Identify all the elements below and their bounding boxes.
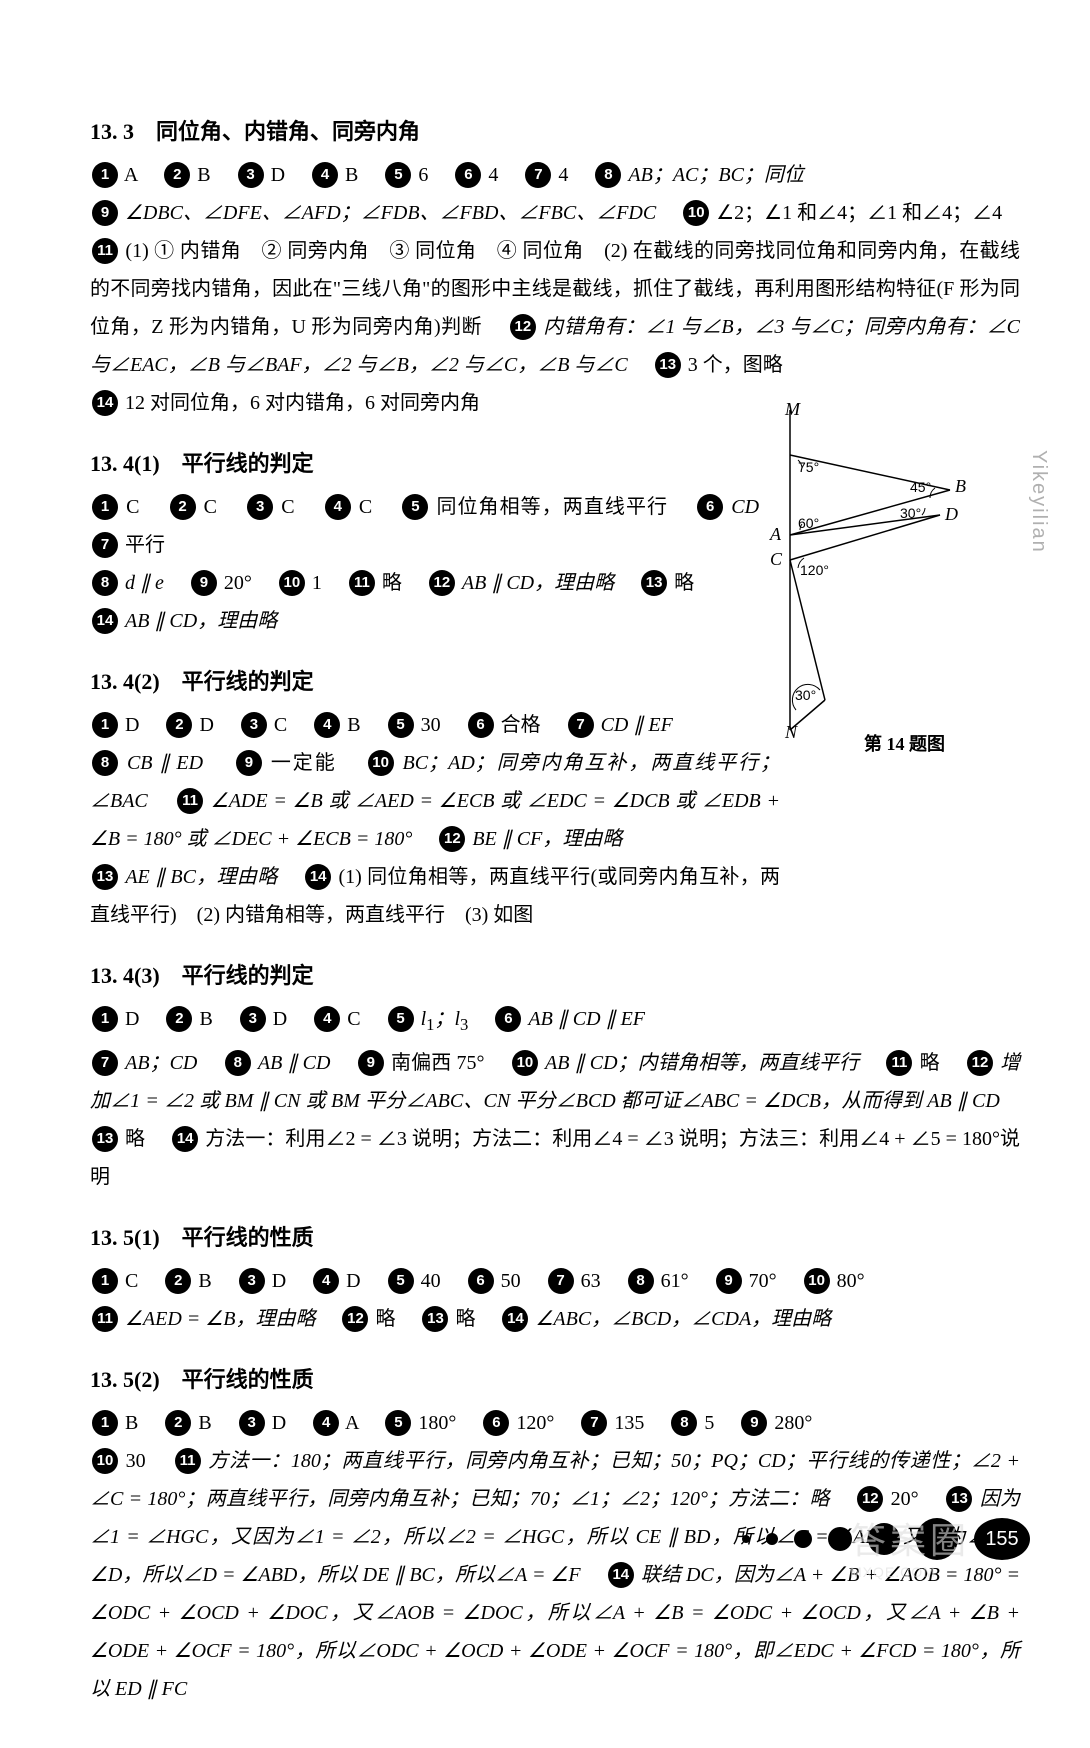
badge-2: 2 xyxy=(164,162,190,188)
dot-icon xyxy=(742,1535,750,1543)
geometry-diagram: M B D A C N 75° 45° 60° 30° 120° 30° xyxy=(750,400,970,740)
badge-10: 10 xyxy=(683,200,709,226)
angle-60: 60° xyxy=(798,515,819,531)
badge-7: 7 xyxy=(525,162,551,188)
badge-8: 8 xyxy=(595,162,621,188)
badge-13: 13 xyxy=(655,352,681,378)
watermark-url: MXQE.COM xyxy=(850,1564,970,1580)
angle-45: 45° xyxy=(910,479,931,495)
label-C: C xyxy=(770,549,783,569)
section-13-5-1-title: 13. 5(1) 平行线的性质 xyxy=(90,1220,1020,1252)
label-B: B xyxy=(955,476,966,496)
watermark-text: 答案圈 MXQE.COM xyxy=(850,1512,970,1580)
label-D: D xyxy=(944,504,958,524)
section-13-5-2-title: 13. 5(2) 平行线的性质 xyxy=(90,1362,1020,1394)
section-13-5-1-body: 1 C 2 B 3 D 4 D 5 40 6 50 7 63 8 61° 9 7… xyxy=(90,1262,1020,1338)
badge-6: 6 xyxy=(455,162,481,188)
page-content: 13. 3 同位角、内错角、同旁内角 1 A 2 B 3 D 4 B 5 6 6… xyxy=(0,0,1090,1748)
dot-icon xyxy=(794,1530,812,1548)
section-13-4-3-title: 13. 4(3) 平行线的判定 xyxy=(90,958,1020,990)
angle-75: 75° xyxy=(798,459,819,475)
badge-12: 12 xyxy=(510,314,536,340)
badge-14: 14 xyxy=(92,390,118,416)
badge-11: 11 xyxy=(92,238,118,264)
section-13-4-3-body: 1 D 2 B 3 D 4 C 5 l1；l3 6 AB ∥ CD ∥ EF 7… xyxy=(90,1000,1020,1196)
section-13-3-body: 1 A 2 B 3 D 4 B 5 6 6 4 7 4 8 AB；AC；BC；同… xyxy=(90,156,1020,422)
badge-9: 9 xyxy=(92,200,118,226)
angle-120: 120° xyxy=(800,562,829,578)
diagram-caption: 第 14 题图 xyxy=(864,730,945,756)
label-N: N xyxy=(784,722,798,740)
badge-1: 1 xyxy=(92,162,118,188)
angle-30: 30° xyxy=(900,505,921,521)
badge-5: 5 xyxy=(385,162,411,188)
label-M: M xyxy=(784,400,801,419)
dot-icon xyxy=(766,1533,778,1545)
dot-icon xyxy=(828,1527,852,1551)
page-number: 155 xyxy=(974,1518,1030,1560)
side-watermark: Yikeyilian xyxy=(1027,450,1050,554)
badge-4: 4 xyxy=(312,162,338,188)
angle-30b: 30° xyxy=(795,687,816,703)
badge-3: 3 xyxy=(238,162,264,188)
label-A: A xyxy=(769,524,782,544)
section-13-3-title: 13. 3 同位角、内错角、同旁内角 xyxy=(90,114,1020,146)
